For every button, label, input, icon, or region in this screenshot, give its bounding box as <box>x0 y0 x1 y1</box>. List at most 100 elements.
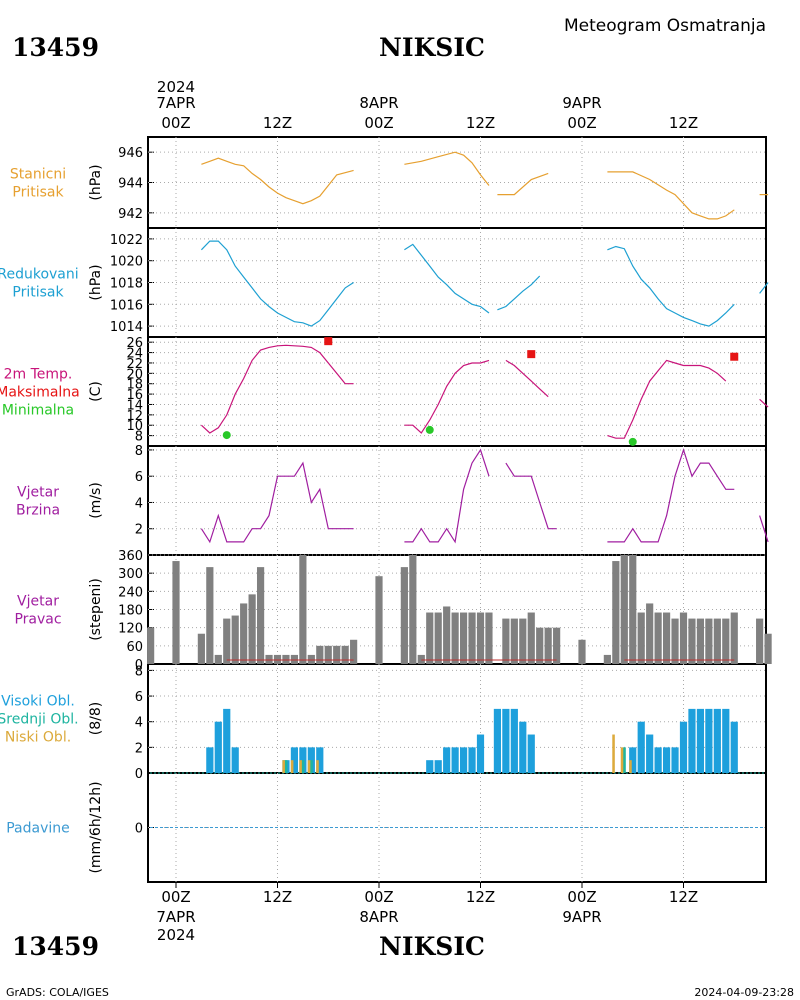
wind-direction-bar <box>426 612 434 664</box>
y-tick-label: 1016 <box>110 298 143 313</box>
high-cloud-bar <box>443 747 451 773</box>
mid-cloud-bar <box>622 747 626 773</box>
series-line <box>200 240 354 327</box>
bottom-date-label: 9APR <box>562 908 601 926</box>
bottom-date-label: 7APR <box>156 908 195 926</box>
y-tick-label: 6 <box>135 470 143 485</box>
wind-direction-bar <box>527 612 535 664</box>
high-cloud-bar <box>223 708 231 773</box>
wind-direction-bar <box>324 645 332 664</box>
top-hour-label: 12Z <box>263 114 292 132</box>
bottom-hour-label: 00Z <box>364 888 393 906</box>
panel-label: 2m Temp. <box>4 367 73 383</box>
high-cloud-bar <box>696 708 705 773</box>
marks-layer <box>147 151 772 828</box>
wind-direction-bar <box>620 555 628 664</box>
wind-direction-bar <box>197 633 205 664</box>
max-temp-marker <box>527 350 536 359</box>
bottom-year: 2024 <box>157 926 195 944</box>
high-cloud-bar <box>705 708 713 773</box>
wind-direction-bar <box>662 612 671 664</box>
y-tick-label: 1018 <box>110 277 143 292</box>
wind-direction-bar <box>147 627 155 664</box>
min-temp-marker <box>425 425 434 434</box>
y-tick-label: 240 <box>118 585 143 600</box>
y-axis-label: (C) <box>88 381 104 402</box>
max-temp-marker <box>730 352 739 361</box>
wind-direction-bar <box>400 567 408 664</box>
wind-direction-bar <box>553 627 561 664</box>
y-tick-label: 4 <box>135 496 143 511</box>
series-line <box>759 282 769 294</box>
series-line <box>505 462 557 530</box>
top-date-label: 9APR <box>562 94 601 112</box>
y-tick-label: 12 <box>126 409 143 424</box>
y-axis-label: (mm/6h/12h) <box>88 781 104 873</box>
panel-label: Stanicni <box>10 167 66 183</box>
y-tick-label: 8 <box>135 430 143 445</box>
panel-label: Pritisak <box>12 285 64 301</box>
bottom-date-label: 8APR <box>359 908 398 926</box>
footer-left: GrADS: COLA/IGES <box>6 986 109 999</box>
high-cloud-bar <box>451 747 459 773</box>
series-line <box>200 461 354 544</box>
y-tick-label: 0 <box>135 822 143 837</box>
y-tick-label: 4 <box>135 716 143 731</box>
wind-direction-bar <box>248 594 256 664</box>
high-cloud-bar <box>476 734 485 773</box>
high-cloud-bar <box>629 747 637 773</box>
mid-cloud-bar <box>301 760 305 773</box>
high-cloud-bar <box>713 708 721 773</box>
y-tick-label: 944 <box>118 177 143 192</box>
high-cloud-bar <box>206 747 214 773</box>
series-line <box>404 448 490 544</box>
y-tick-label: 2 <box>135 741 143 756</box>
y-axis-label: (stepeni) <box>88 578 104 641</box>
axes-layer: 7APR 00Z 12Z 00Z 12Z 7APR 8APR 00Z 12Z 00Z 12Z 8APR… <box>0 94 767 926</box>
y-tick-label: 120 <box>118 622 143 637</box>
panel-label: Visoki Obl. <box>1 694 75 710</box>
panel-label: Minimalna <box>2 403 74 419</box>
wind-direction-bar <box>510 618 518 664</box>
y-tick-label: 22 <box>126 357 143 372</box>
wind-direction-bar <box>730 612 738 664</box>
wind-direction-bar <box>290 654 299 664</box>
wind-direction-bar <box>434 612 442 664</box>
panel-label: Vjetar <box>17 485 59 501</box>
wind-direction-bar <box>282 654 290 664</box>
y-axis-label: (m/s) <box>88 482 104 519</box>
high-cloud-bar <box>662 747 671 773</box>
top-hour-label: 12Z <box>669 114 698 132</box>
panel-label: Niski Obl. <box>5 730 71 746</box>
y-tick-label: 20 <box>126 367 143 382</box>
wind-direction-bar <box>409 555 417 664</box>
wind-direction-bar <box>578 639 586 664</box>
wind-direction-bar <box>485 612 493 664</box>
wind-direction-bar <box>476 612 485 664</box>
wind-direction-bar <box>299 555 307 664</box>
wind-direction-bar <box>544 627 552 664</box>
low-cloud-bar <box>316 760 319 773</box>
y-tick-label: 1020 <box>110 255 143 270</box>
wind-direction-bar <box>333 645 341 664</box>
wind-direction-bar <box>502 618 510 664</box>
series-line <box>607 171 735 220</box>
series-line <box>759 515 769 543</box>
high-cloud-bar <box>510 708 518 773</box>
wind-direction-bar <box>468 612 476 664</box>
bottom-hour-label: 12Z <box>466 888 495 906</box>
wind-direction-bar <box>459 612 468 664</box>
wind-direction-bar <box>273 654 282 664</box>
high-cloud-bar <box>671 747 679 773</box>
series-line <box>201 157 354 205</box>
low-cloud-bar <box>307 760 311 773</box>
y-tick-label: 360 <box>118 549 143 564</box>
wind-direction-bar <box>637 612 645 664</box>
high-cloud-bar <box>434 760 442 773</box>
wind-direction-bar <box>756 618 764 664</box>
panel-label: Brzina <box>16 503 60 519</box>
high-cloud-bar <box>688 708 696 773</box>
top-year: 2024 <box>157 78 195 96</box>
y-tick-label: 1022 <box>110 233 143 248</box>
